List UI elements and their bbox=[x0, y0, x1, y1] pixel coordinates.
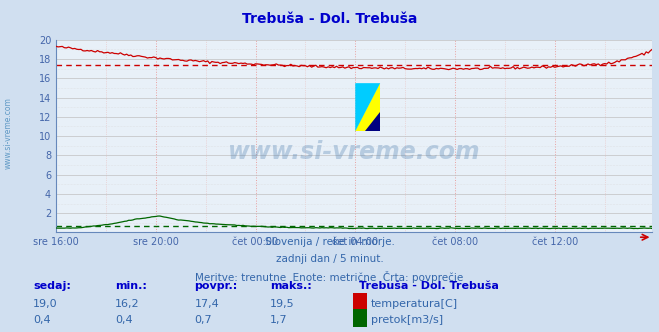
Text: Meritve: trenutne  Enote: metrične  Črta: povprečje: Meritve: trenutne Enote: metrične Črta: … bbox=[195, 271, 464, 283]
Text: 16,2: 16,2 bbox=[115, 299, 140, 309]
Text: 17,4: 17,4 bbox=[194, 299, 219, 309]
Text: povpr.:: povpr.: bbox=[194, 281, 238, 291]
Text: maks.:: maks.: bbox=[270, 281, 312, 291]
Text: 19,5: 19,5 bbox=[270, 299, 295, 309]
Polygon shape bbox=[355, 83, 380, 131]
Text: temperatura[C]: temperatura[C] bbox=[371, 299, 458, 309]
Text: 0,4: 0,4 bbox=[33, 315, 51, 325]
Text: www.si-vreme.com: www.si-vreme.com bbox=[3, 97, 13, 169]
Text: 0,7: 0,7 bbox=[194, 315, 212, 325]
Text: Trebuša - Dol. Trebuša: Trebuša - Dol. Trebuša bbox=[242, 12, 417, 26]
Text: 1,7: 1,7 bbox=[270, 315, 288, 325]
Polygon shape bbox=[355, 83, 380, 131]
Text: pretok[m3/s]: pretok[m3/s] bbox=[371, 315, 443, 325]
Text: sedaj:: sedaj: bbox=[33, 281, 71, 291]
Text: www.si-vreme.com: www.si-vreme.com bbox=[228, 139, 480, 164]
Polygon shape bbox=[365, 112, 380, 131]
Text: min.:: min.: bbox=[115, 281, 147, 291]
Text: 19,0: 19,0 bbox=[33, 299, 57, 309]
Text: zadnji dan / 5 minut.: zadnji dan / 5 minut. bbox=[275, 254, 384, 264]
Text: 0,4: 0,4 bbox=[115, 315, 133, 325]
Text: Slovenija / reke in morje.: Slovenija / reke in morje. bbox=[264, 237, 395, 247]
Text: Trebuša - Dol. Trebuša: Trebuša - Dol. Trebuša bbox=[359, 281, 499, 291]
